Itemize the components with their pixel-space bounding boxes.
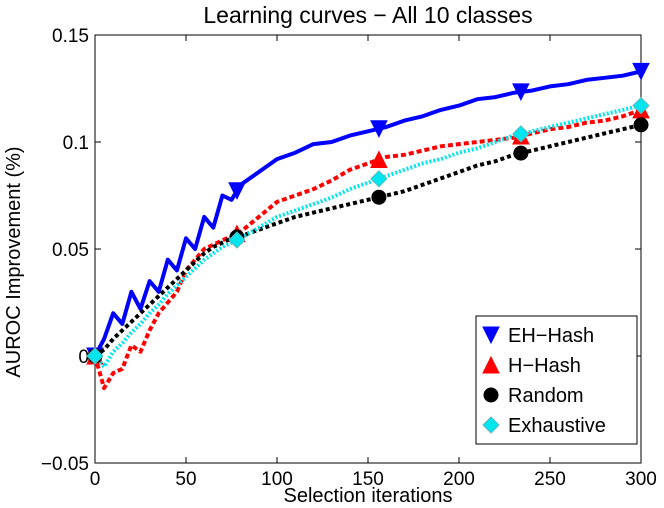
x-tick-label: 0 [90,469,101,490]
series-marker [370,170,388,188]
y-tick-label: 0.1 [63,133,89,154]
series-marker [371,189,387,205]
series-marker [370,150,388,169]
series-line [93,122,642,358]
y-tick-label: 0 [78,347,89,368]
y-tick-label: 0.15 [52,26,89,47]
x-tick-label: 300 [625,469,657,490]
series-marker [228,231,246,249]
x-tick-label: 50 [175,469,196,490]
legend-marker [482,355,500,374]
series-marker [632,62,650,81]
x-tick-label: 250 [534,469,566,490]
series-line [93,69,642,357]
y-axis-label: AUROC Improvement (%) [3,146,25,377]
series-marker [512,125,530,143]
series-marker [633,117,649,133]
legend-label: H−Hash [508,355,581,377]
x-axis-label: Selection iterations [284,485,453,507]
legend-marker [482,416,500,434]
series-4 [86,96,650,369]
chart-title: Learning curves − All 10 classes [203,2,532,28]
series-marker [632,96,650,115]
series-marker [86,347,104,365]
legend-box [475,315,638,445]
legend: EH−Hash H−Hash Random Exhaustive [475,315,638,445]
x-tick-label: 100 [261,469,293,490]
legend-label: Random [508,385,584,407]
legend-label: Exhaustive [508,415,606,437]
series-marker [228,182,246,200]
series-marker [512,83,530,102]
y-tick-label: −0.05 [41,454,89,475]
legend-marker [483,387,499,403]
legend-label: EH−Hash [508,325,594,347]
legend-marker [482,326,500,345]
series-marker [513,145,529,161]
x-tick-label: 200 [443,469,475,490]
x-tick-label: 150 [352,469,384,490]
y-tick-label: 0.05 [52,240,89,261]
series-marker [370,120,388,138]
